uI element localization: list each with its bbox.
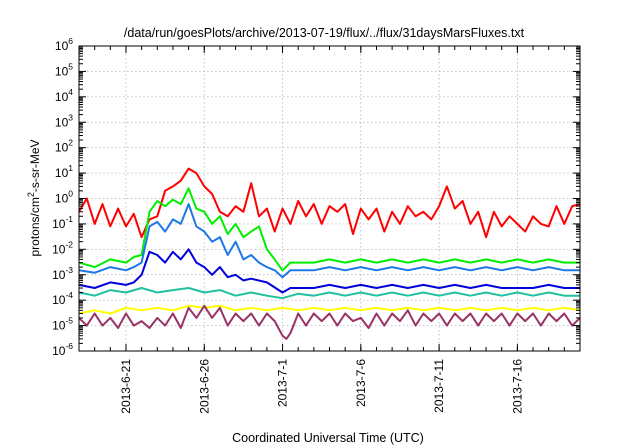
x-tick-label: 2013-6-21 (119, 359, 133, 414)
y-tick-base: 10 (55, 166, 69, 180)
series-line (78, 187, 580, 272)
y-tick-exponent: -1 (65, 214, 73, 224)
series-line (78, 167, 581, 239)
y-tick-base: 10 (52, 268, 66, 282)
series-layer (78, 167, 581, 340)
plot-frame (78, 45, 581, 352)
y-tick-base: 10 (55, 90, 69, 104)
y-tick-label: 10-3 (52, 265, 73, 282)
series-line (78, 304, 581, 315)
y-tick-exponent: 4 (68, 87, 73, 97)
y-tick-exponent: -3 (65, 265, 73, 275)
y-tick-exponent: -2 (65, 239, 73, 249)
y-tick-base: 10 (52, 319, 66, 333)
y-tick-base: 10 (55, 192, 69, 206)
y-tick-label: 100 (55, 189, 73, 206)
axis-ticks (78, 45, 581, 352)
x-tick-label: 2013-6-26 (197, 359, 211, 414)
y-tick-exponent: -6 (65, 341, 73, 351)
y-tick-label: 105 (55, 61, 73, 78)
x-tick-label: 2013-7-1 (276, 359, 290, 407)
y-tick-label: 10-1 (52, 214, 73, 231)
y-tick-exponent: 0 (68, 189, 73, 199)
chart-title: /data/run/goesPlots/archive/2013-07-19/f… (124, 26, 525, 40)
y-tick-label: 101 (55, 163, 73, 180)
y-tick-base: 10 (55, 64, 69, 78)
y-tick-exponent: 5 (68, 61, 73, 71)
series-line (78, 248, 580, 294)
y-tick-label: 10-2 (52, 239, 73, 256)
x-tick-label: 2013-7-6 (354, 359, 368, 407)
x-axis-label: Coordinated Universal Time (UTC) (232, 431, 424, 445)
series-line (78, 287, 580, 300)
y-tick-base: 10 (55, 115, 69, 129)
y-tick-labels: 10-610-510-410-310-210-11001011021031041… (52, 36, 73, 358)
y-tick-exponent: 3 (68, 112, 73, 122)
y-tick-exponent: -5 (65, 316, 73, 326)
grid-lines (79, 46, 580, 351)
x-tick-labels: 2013-6-21 2013-6-26 2013-7-1 2013-7-6 2013-7… (119, 359, 524, 414)
y-tick-label: 102 (55, 138, 73, 155)
x-tick-label: 2013-7-16 (510, 359, 524, 414)
series-line (78, 304, 581, 340)
y-tick-label: 103 (55, 112, 73, 129)
y-tick-label: 10-6 (52, 341, 73, 358)
y-tick-exponent: 2 (68, 138, 73, 148)
series-line (78, 203, 580, 279)
y-tick-label: 10-5 (52, 316, 73, 333)
x-tick-label: 2013-7-11 (432, 359, 446, 413)
y-tick-label: 106 (55, 36, 73, 53)
y-tick-base: 10 (52, 293, 66, 307)
y-tick-exponent: 6 (68, 36, 73, 46)
y-tick-base: 10 (55, 141, 69, 155)
y-axis-label: protons/cm2-s-sr-MeV (26, 139, 42, 256)
y-tick-exponent: 1 (68, 163, 73, 173)
y-tick-base: 10 (52, 344, 66, 358)
y-tick-base: 10 (52, 217, 66, 231)
y-tick-exponent: -4 (65, 290, 73, 300)
y-tick-base: 10 (55, 39, 69, 53)
y-tick-label: 10-4 (52, 290, 73, 307)
y-tick-base: 10 (52, 242, 66, 256)
y-tick-label: 104 (55, 87, 73, 104)
